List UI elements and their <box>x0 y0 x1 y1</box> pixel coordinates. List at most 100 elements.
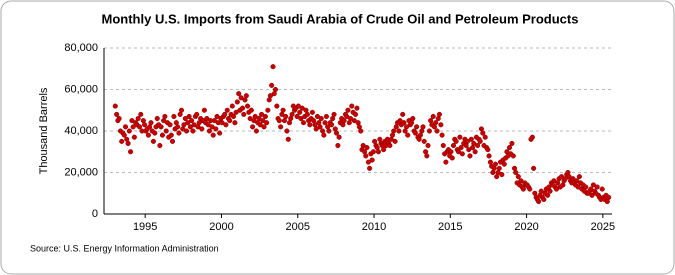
point <box>355 120 361 126</box>
point <box>553 186 560 192</box>
point <box>463 142 469 149</box>
point <box>590 182 596 188</box>
x-tick-label: 1995 <box>133 221 157 233</box>
point <box>369 157 375 163</box>
point <box>374 145 380 151</box>
point <box>127 149 134 155</box>
chart-title: Monthly U.S. Imports from Saudi Arabia o… <box>102 11 579 26</box>
point <box>223 122 229 128</box>
point <box>131 134 137 140</box>
point <box>448 149 454 155</box>
point <box>187 124 193 130</box>
point <box>265 107 271 113</box>
point <box>594 184 600 190</box>
point <box>520 186 526 192</box>
point <box>347 116 354 122</box>
point <box>300 120 307 126</box>
point <box>276 118 282 124</box>
y-tick-label: 40,000 <box>64 125 98 137</box>
point <box>219 120 225 126</box>
point <box>211 118 217 124</box>
point <box>358 128 364 134</box>
point <box>239 105 246 111</box>
point <box>307 122 313 128</box>
point <box>457 134 463 140</box>
source: Source: U.S. Energy Information Administ… <box>30 243 219 253</box>
point <box>222 111 228 117</box>
point <box>536 199 542 205</box>
point <box>363 153 369 159</box>
point <box>396 128 402 134</box>
point <box>283 113 289 120</box>
point <box>272 86 279 93</box>
point <box>311 118 317 124</box>
point <box>236 91 242 97</box>
point <box>303 107 309 113</box>
point <box>419 128 425 134</box>
point <box>538 188 544 194</box>
point <box>116 116 122 122</box>
point <box>204 116 210 122</box>
point <box>163 128 169 134</box>
point <box>513 169 519 176</box>
point <box>199 126 205 132</box>
point <box>322 120 328 126</box>
point <box>182 116 188 122</box>
point <box>511 165 518 171</box>
point <box>286 120 293 126</box>
point <box>349 103 355 109</box>
point <box>248 107 254 113</box>
point <box>252 113 258 120</box>
point <box>266 97 272 103</box>
point <box>234 99 240 105</box>
point <box>527 186 533 192</box>
point <box>162 113 168 120</box>
point <box>185 120 191 126</box>
point <box>440 142 446 149</box>
point <box>356 124 362 130</box>
point <box>147 124 153 130</box>
point <box>135 116 141 122</box>
point <box>210 132 216 138</box>
point <box>362 149 368 155</box>
point <box>124 136 130 142</box>
point <box>345 107 351 113</box>
point <box>238 95 244 101</box>
point <box>491 165 497 171</box>
point <box>194 111 200 117</box>
point <box>377 136 383 142</box>
point <box>351 118 357 124</box>
point <box>309 109 315 115</box>
point <box>175 124 181 130</box>
point <box>323 113 329 120</box>
point <box>214 113 220 120</box>
point <box>431 124 437 130</box>
point <box>316 120 322 126</box>
point <box>459 151 465 157</box>
point <box>421 138 427 144</box>
y-tick-label: 60,000 <box>64 83 98 95</box>
x-tick-label: 2025 <box>591 221 615 233</box>
point <box>360 142 366 149</box>
point <box>230 113 237 120</box>
point <box>477 138 483 144</box>
point <box>583 184 589 190</box>
point <box>354 105 360 111</box>
point <box>492 161 498 167</box>
point <box>466 147 472 153</box>
point <box>121 132 127 138</box>
point <box>370 149 376 155</box>
point <box>206 128 212 134</box>
point <box>518 178 524 184</box>
point <box>547 188 553 194</box>
point <box>416 136 422 142</box>
point <box>558 174 565 180</box>
point <box>588 186 594 192</box>
point <box>178 107 185 113</box>
point <box>478 126 484 132</box>
point <box>260 118 266 124</box>
point <box>335 142 341 149</box>
point <box>209 124 215 130</box>
